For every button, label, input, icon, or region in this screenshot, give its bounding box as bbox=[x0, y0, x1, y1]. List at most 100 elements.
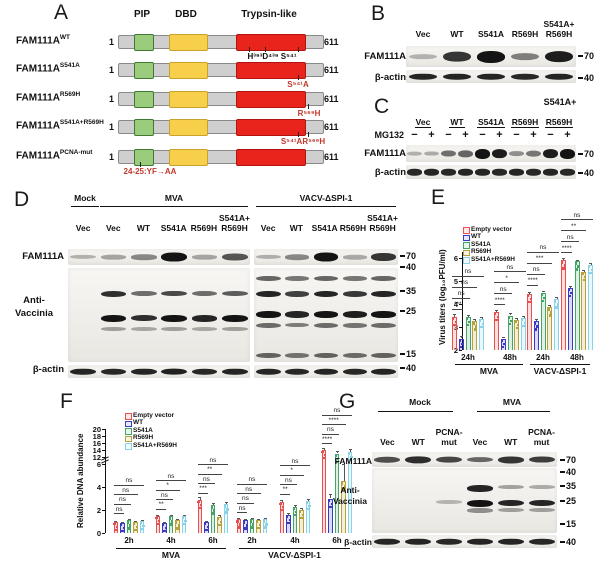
error-bar-cap bbox=[127, 519, 131, 521]
error-bar bbox=[454, 314, 456, 317]
error-bar-cap bbox=[322, 447, 326, 449]
protein-band bbox=[222, 368, 248, 375]
bar-series-0 bbox=[451, 316, 457, 350]
protein-band bbox=[441, 150, 456, 157]
bar-series-4 bbox=[262, 519, 268, 533]
error-bar-cap bbox=[589, 263, 593, 265]
annotation-tick bbox=[249, 47, 251, 52]
lane-header: PCNA- mut bbox=[435, 427, 463, 448]
annotation-tick bbox=[298, 75, 300, 80]
protein-band bbox=[131, 327, 157, 332]
blot-lane bbox=[526, 452, 557, 467]
bar-series-0 bbox=[197, 499, 203, 533]
legend-label: R569H bbox=[133, 434, 154, 442]
significance-label: ns bbox=[506, 263, 514, 271]
protein-band bbox=[424, 168, 439, 176]
lane-header: Vec bbox=[415, 29, 431, 40]
construct-label: FAM111APCNA-mut bbox=[16, 149, 93, 162]
error-bar-cap bbox=[527, 291, 531, 293]
x-tick-label: 24h bbox=[536, 353, 550, 362]
protein-band bbox=[476, 50, 506, 63]
n-terminus-residue: 1 bbox=[108, 152, 114, 162]
data-point bbox=[575, 268, 579, 271]
significance-line bbox=[155, 480, 187, 482]
error-bar-cap bbox=[293, 504, 297, 506]
blot-lane bbox=[189, 268, 219, 362]
data-point bbox=[218, 523, 221, 527]
data-point bbox=[570, 291, 573, 295]
pip-domain bbox=[134, 61, 154, 79]
error-bar-cap bbox=[452, 314, 456, 316]
mutation-annotation: H³⁹³D⁴³⁹ S⁵⁴¹ bbox=[247, 52, 297, 61]
blot-lane bbox=[495, 452, 526, 467]
data-point bbox=[129, 524, 132, 527]
protein-band bbox=[222, 290, 248, 297]
error-bar-cap bbox=[237, 518, 241, 520]
blot-lane bbox=[508, 145, 525, 162]
significance-line bbox=[321, 414, 353, 416]
panel-c-group-headers: Vec WT S541A R569H R569H bbox=[406, 112, 576, 129]
data-point bbox=[219, 520, 223, 524]
trypsin-domain bbox=[236, 148, 307, 166]
protein-band bbox=[222, 253, 248, 261]
data-point bbox=[510, 319, 513, 322]
protein-band bbox=[191, 368, 218, 375]
data-point bbox=[258, 523, 262, 527]
data-point bbox=[164, 526, 167, 530]
protein-band bbox=[374, 456, 401, 463]
error-bar-cap bbox=[501, 336, 505, 338]
blot-lane bbox=[495, 468, 526, 533]
protein-band bbox=[285, 275, 310, 281]
significance-label: ** bbox=[282, 486, 288, 494]
blot-lane bbox=[254, 268, 283, 362]
lane-header: + bbox=[564, 129, 571, 141]
significance-label: * bbox=[290, 467, 293, 475]
condition-label: MVA bbox=[479, 366, 499, 376]
blot-lane bbox=[369, 249, 398, 265]
protein-band bbox=[191, 315, 218, 322]
actin-blot-left bbox=[68, 365, 250, 378]
significance-label: ns bbox=[245, 485, 253, 493]
data-point bbox=[223, 505, 227, 508]
protein-band bbox=[256, 368, 281, 375]
blot-row-label: FAM111A bbox=[334, 456, 372, 466]
blot-lane bbox=[434, 468, 465, 533]
protein-band bbox=[256, 290, 281, 298]
blot-lane bbox=[220, 249, 250, 265]
error-bar-cap bbox=[286, 513, 290, 515]
blot-lane bbox=[189, 249, 219, 265]
significance-line bbox=[155, 508, 167, 510]
blot-lane bbox=[434, 535, 465, 548]
condition-label: VACV-ΔSPI-1 bbox=[268, 550, 321, 560]
bar-series-0 bbox=[279, 501, 285, 533]
protein-band bbox=[528, 508, 555, 513]
data-point bbox=[350, 455, 353, 459]
lane-header: − bbox=[445, 129, 452, 141]
data-point bbox=[526, 294, 530, 298]
bar-series-3 bbox=[341, 481, 346, 533]
data-point bbox=[528, 300, 531, 304]
x-tick-label: 48h bbox=[503, 353, 517, 362]
construct-label: FAM111AS541A bbox=[16, 62, 80, 75]
error-bar-cap bbox=[515, 318, 519, 320]
data-point bbox=[181, 516, 185, 520]
significance-line bbox=[197, 492, 209, 494]
significance-label: ns bbox=[499, 285, 507, 293]
error-bar-cap bbox=[306, 499, 310, 501]
error-bar-cap bbox=[169, 515, 173, 517]
significance-line bbox=[321, 443, 333, 444]
significance-label: ns bbox=[238, 504, 246, 512]
protein-band bbox=[528, 538, 555, 545]
data-point bbox=[502, 345, 505, 348]
corner-note: S541A+ bbox=[543, 97, 577, 107]
protein-band bbox=[442, 73, 472, 80]
error-bar bbox=[536, 318, 538, 322]
n-terminus-residue: 1 bbox=[108, 65, 114, 75]
significance-line bbox=[527, 251, 559, 253]
significance-line bbox=[155, 489, 180, 491]
blot-lane bbox=[434, 452, 465, 467]
error-bar-cap bbox=[541, 290, 545, 292]
bar-series-0 bbox=[526, 293, 532, 350]
blot-lane bbox=[406, 70, 440, 83]
